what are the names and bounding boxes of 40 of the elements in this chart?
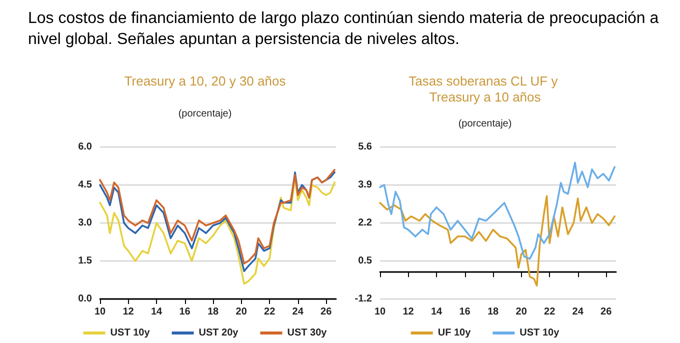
x-tick-label: 20 [516, 306, 528, 318]
x-tick-label: 26 [600, 306, 612, 318]
x-tick-label: 10 [374, 306, 386, 318]
y-tick-label: 1.5 [78, 256, 92, 266]
line-series [379, 162, 616, 260]
legend-label: UST 30y [287, 328, 328, 338]
y-tick-label: 0.0 [78, 294, 92, 304]
x-tick-label: 24 [572, 306, 584, 318]
x-tick-label: 10 [94, 306, 106, 318]
y-tick-label: 0.5 [358, 256, 372, 266]
x-tick-label: 12 [402, 306, 414, 318]
chart-title: Tasas soberanas CL UF y Treasury a 10 años [408, 74, 562, 104]
chart-title: Treasury a 10, 20 y 30 años [124, 74, 286, 88]
x-tick-label: 18 [207, 306, 220, 318]
chart-subtitle: (porcentaje) [178, 108, 232, 120]
x-tick-label: 26 [320, 306, 332, 318]
y-tick-label: -1.2 [354, 294, 372, 304]
x-tick-label: 14 [430, 306, 443, 318]
x-tick-label: 22 [544, 306, 556, 318]
legend-label: UST 20y [198, 328, 239, 338]
y-tick-label: 2.2 [358, 218, 372, 228]
legend-label: UST 10y [110, 328, 150, 338]
y-tick-label: 3.0 [78, 218, 92, 228]
x-tick-label: 22 [264, 306, 276, 318]
y-tick-label: 5.6 [358, 142, 372, 152]
y-tick-label: 3.9 [358, 180, 372, 190]
y-tick-label: 6.0 [78, 142, 92, 152]
x-tick-label: 16 [179, 306, 191, 318]
y-tick-label: 4.5 [78, 180, 92, 190]
x-tick-label: 14 [150, 306, 163, 318]
legend-label: UF 10y [438, 328, 472, 338]
line-series [379, 195, 616, 286]
x-tick-label: 18 [487, 306, 500, 318]
legend-label: UST 10y [520, 328, 560, 338]
x-tick-label: 16 [459, 306, 471, 318]
text: Los costos de financiamiento de largo plazo continúan siendo materia de preocupación a nivel global. Señales apuntan a persistencia de niveles altos. [28, 9, 660, 50]
chart-subtitle: (porcentaje) [458, 118, 512, 130]
x-tick-label: 24 [292, 306, 304, 318]
x-tick-label: 20 [236, 306, 248, 318]
x-tick-label: 12 [122, 306, 134, 318]
